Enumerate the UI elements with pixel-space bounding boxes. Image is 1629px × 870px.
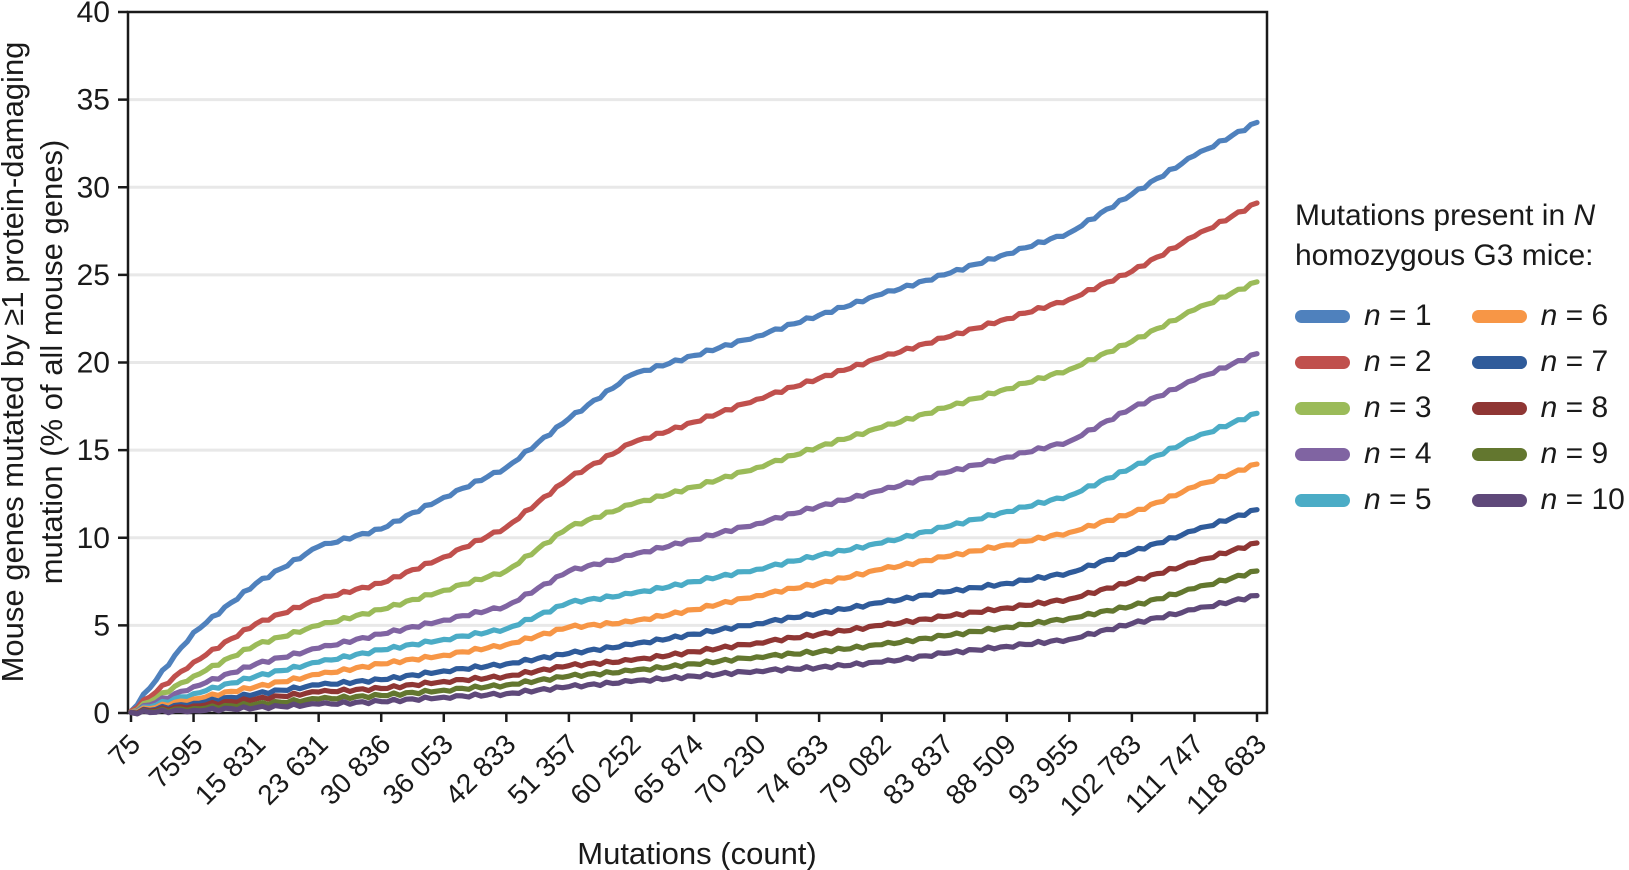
legend-title: Mutations present in N homozygous G3 mic… <box>1295 196 1629 276</box>
legend-item: n = 8 <box>1471 391 1625 424</box>
x-tick-label: 74 633 <box>752 728 834 810</box>
series-line-n=4 <box>128 351 1260 715</box>
legend-item-label: n = 5 <box>1364 483 1432 516</box>
y-tick-label: 0 <box>93 697 110 730</box>
legend-item-label: n = 4 <box>1364 437 1432 470</box>
series-line-n=2 <box>128 200 1260 714</box>
x-tick-label: 79 082 <box>814 728 896 810</box>
legend-swatch <box>1471 493 1527 507</box>
series-line-n=6 <box>128 461 1260 715</box>
legend-item: n = 6 <box>1471 299 1625 332</box>
y-tick-label: 15 <box>77 434 110 467</box>
y-axis-title: Mouse genes mutated by ≥1 protein-damagi… <box>0 12 71 712</box>
legend-swatch <box>1295 355 1350 369</box>
y-axis-title-line2: mutation (% of all mouse genes) <box>34 139 69 585</box>
legend-swatch <box>1295 401 1350 415</box>
legend-swatch <box>1471 447 1527 461</box>
x-tick-label: 60 252 <box>564 728 646 810</box>
series-line-n=7 <box>128 507 1260 716</box>
series-line-n=9 <box>128 568 1260 717</box>
y-tick-label: 40 <box>77 0 110 29</box>
legend-title-line2: homozygous G3 mice: <box>1295 239 1594 272</box>
series-line-n=1 <box>128 119 1260 714</box>
legend-swatch <box>1295 493 1350 507</box>
x-tick-label: 42 833 <box>439 728 521 810</box>
x-axis-title: Mutations (count) <box>577 836 817 870</box>
series-line-n=10 <box>128 593 1260 717</box>
legend-item: n = 7 <box>1471 345 1625 378</box>
legend-item: n = 1 <box>1295 300 1432 332</box>
legend-item-label: n = 10 <box>1540 483 1625 516</box>
legend-item-label: n = 1 <box>1364 299 1432 332</box>
y-tick-label: 25 <box>77 259 110 292</box>
x-tick-label: 23 631 <box>251 728 333 810</box>
x-tick-label: 15 831 <box>189 728 271 810</box>
legend-item-label: n = 6 <box>1540 299 1609 332</box>
legend-item-label: n = 9 <box>1540 437 1609 470</box>
x-tick-label: 36 053 <box>377 728 459 810</box>
y-tick-label: 30 <box>77 171 110 204</box>
y-tick-label: 10 <box>77 522 110 555</box>
legend-swatch <box>1471 309 1527 323</box>
legend-item: n = 9 <box>1471 437 1625 470</box>
series-line-n=5 <box>128 410 1260 715</box>
legend: Mutations present in N homozygous G3 mic… <box>1295 196 1629 516</box>
legend-swatch <box>1295 309 1350 323</box>
legend-title-italic-n: N <box>1573 199 1596 232</box>
x-tick-label: 30 836 <box>314 728 396 810</box>
legend-swatch <box>1471 401 1527 415</box>
legend-item-label: n = 2 <box>1364 345 1432 378</box>
x-tick-label: 70 230 <box>689 728 771 810</box>
legend-item: n = 4 <box>1295 438 1432 470</box>
series-line-n=3 <box>128 279 1260 715</box>
x-tick-label: 75 <box>102 728 146 772</box>
y-tick-label: 35 <box>77 84 110 117</box>
legend-item: n = 3 <box>1295 392 1432 424</box>
legend-item: n = 5 <box>1295 484 1432 516</box>
x-tick-label: 65 874 <box>627 728 709 810</box>
y-tick-label: 5 <box>93 609 110 642</box>
legend-items: n = 1 n = 2 n = 3 n = 4 n = 5 n = 6 n = 7 n = 8… <box>1295 300 1629 516</box>
x-tick-label: 88 509 <box>940 728 1022 810</box>
legend-item-label: n = 3 <box>1364 391 1432 424</box>
series-line-n=8 <box>128 540 1260 716</box>
legend-item: n = 10 <box>1471 483 1625 516</box>
y-tick-label: 20 <box>77 347 110 380</box>
x-tick-label: 51 357 <box>502 728 584 810</box>
legend-item: n = 2 <box>1295 346 1432 378</box>
legend-swatch <box>1295 447 1350 461</box>
legend-title-prefix: Mutations present in <box>1295 199 1574 232</box>
y-axis-title-line1: Mouse genes mutated by ≥1 protein-damagi… <box>0 41 30 683</box>
legend-swatch <box>1471 355 1527 369</box>
x-tick-label: 83 837 <box>877 728 959 810</box>
legend-item-label: n = 7 <box>1540 345 1609 378</box>
legend-item-label: n = 8 <box>1540 391 1609 424</box>
